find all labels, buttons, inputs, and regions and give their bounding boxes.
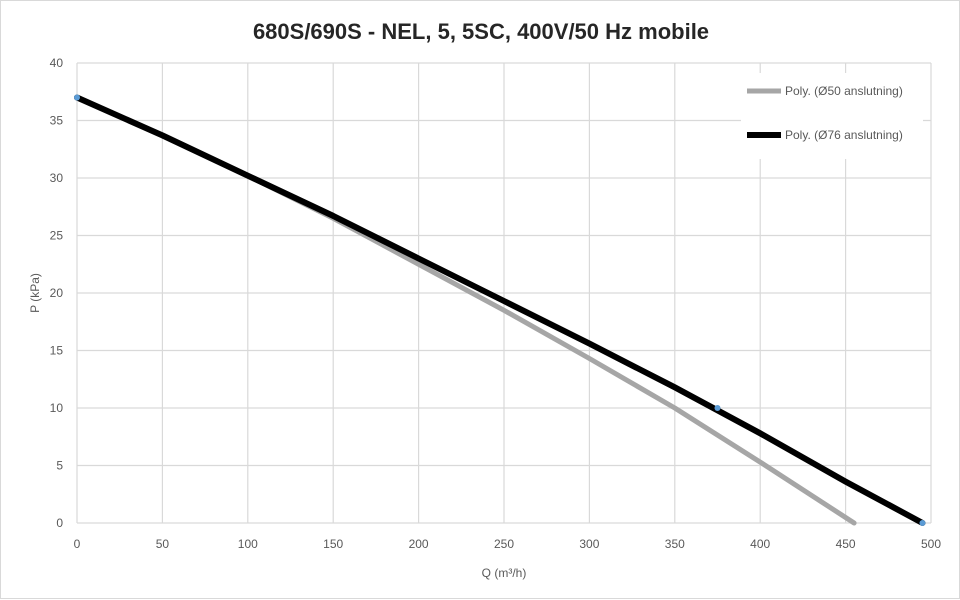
y-tick-label: 30 xyxy=(50,171,64,185)
marker-layer xyxy=(74,94,926,526)
y-tick-label: 40 xyxy=(50,56,64,70)
chart-title: 680S/690S - NEL, 5, 5SC, 400V/50 Hz mobi… xyxy=(252,19,710,44)
legend-label: Poly. (Ø50 anslutning) xyxy=(785,84,903,98)
x-tick-label: 350 xyxy=(665,537,685,551)
x-tick-label: 50 xyxy=(156,537,170,551)
x-tick-label: 100 xyxy=(238,537,258,551)
data-point xyxy=(919,520,926,526)
grid xyxy=(76,62,932,524)
x-tick-label: 300 xyxy=(579,537,599,551)
legend-box xyxy=(741,73,923,159)
series-layer xyxy=(74,94,926,526)
y-tick-label: 10 xyxy=(50,401,64,415)
x-tick-label: 0 xyxy=(74,537,81,551)
y-tick-label: 0 xyxy=(56,516,63,530)
y-tick-label: 5 xyxy=(56,459,63,473)
y-tick-label: 35 xyxy=(50,114,64,128)
x-axis-label: Q (m³/h) xyxy=(482,566,527,580)
series-line-2 xyxy=(74,94,926,526)
x-tick-label: 450 xyxy=(836,537,856,551)
legend-label: Poly. (Ø76 anslutning) xyxy=(785,128,903,142)
y-axis-label: P (kPa) xyxy=(28,273,42,313)
legend: Poly. (Ø50 anslutning) Poly. (Ø76 anslutn… xyxy=(741,73,923,159)
x-tick-label: 150 xyxy=(323,537,343,551)
y-tick-label: 20 xyxy=(50,286,64,300)
series-line-1 xyxy=(74,95,857,526)
data-point xyxy=(714,405,721,411)
y-tick-label: 15 xyxy=(50,344,64,358)
x-tick-label: 200 xyxy=(409,537,429,551)
x-tick-label: 500 xyxy=(921,537,941,551)
x-tick-label: 400 xyxy=(750,537,770,551)
y-tick-label: 25 xyxy=(50,229,64,243)
data-point xyxy=(74,94,80,101)
x-tick-label: 250 xyxy=(494,537,514,551)
